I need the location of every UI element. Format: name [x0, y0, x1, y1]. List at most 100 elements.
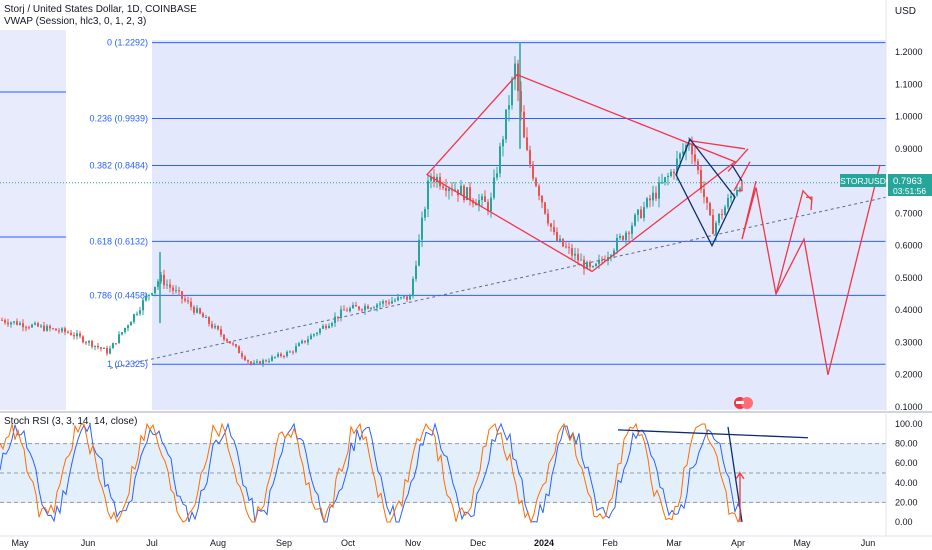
indicator-stoch-label[interactable]: Stoch RSI (3, 3, 14, 14, close): [4, 416, 138, 427]
candle-body: [250, 361, 252, 365]
candle-body: [124, 327, 126, 333]
candle-body: [631, 225, 633, 234]
fib-level-label: 0 (1.2292): [107, 38, 148, 48]
candle-body: [286, 351, 288, 357]
blue-pattern-outline: [675, 137, 736, 248]
candles: [1, 42, 741, 367]
time-tick-label: Dec: [470, 538, 487, 548]
candle-body: [400, 297, 402, 299]
indicator-vwap-label[interactable]: VWAP (Session, hlc3, 0, 1, 2, 3): [4, 16, 147, 27]
candle-body: [91, 341, 93, 347]
candle-body: [148, 294, 150, 297]
candle-body: [634, 214, 636, 226]
candle-body: [712, 215, 714, 234]
candle-body: [520, 91, 522, 112]
fib-retracement-zone: [152, 40, 886, 410]
candle-body: [682, 151, 684, 154]
candle-body: [739, 188, 741, 190]
flag-events-icon[interactable]: [734, 397, 753, 409]
candle-body: [529, 149, 531, 165]
candle-body: [79, 333, 81, 337]
candle-body: [331, 323, 333, 326]
candle-body: [583, 259, 585, 269]
price-tick-label: 0.3000: [895, 337, 923, 347]
candle-body: [106, 347, 108, 354]
candle-body: [136, 313, 138, 315]
candle-body: [16, 321, 18, 325]
candle-body: [292, 351, 294, 353]
candle-body: [586, 262, 588, 269]
symbol-badge-bg: [840, 174, 886, 187]
price-tick-label: 0.2000: [895, 370, 923, 380]
candle-body: [466, 187, 468, 201]
candle-body: [568, 247, 570, 249]
candle-body: [544, 202, 546, 214]
candle-body: [10, 322, 12, 325]
candle-body: [622, 236, 624, 240]
candle-body: [670, 171, 672, 176]
candle-body: [394, 300, 396, 302]
symbol-title[interactable]: Storj / United States Dollar, 1D, COINBA…: [4, 4, 197, 15]
candle-body: [4, 320, 6, 323]
candle-body: [28, 327, 30, 329]
candle-body: [193, 306, 195, 313]
candle-body: [727, 198, 729, 208]
time-tick-label: May: [11, 538, 29, 548]
candle-body: [352, 305, 354, 309]
price-axis[interactable]: 1.20001.10001.00000.90000.80000.70000.60…: [895, 47, 923, 412]
candle-body: [328, 325, 330, 329]
candle-body: [61, 328, 63, 332]
candle-body: [256, 361, 258, 363]
candle-body: [679, 153, 681, 159]
candle-body: [673, 171, 675, 174]
price-tick-label: 0.4000: [895, 305, 923, 315]
stoch-arrow-head: [735, 472, 741, 480]
time-tick-label: Jun: [81, 538, 96, 548]
candle-body: [355, 305, 357, 307]
candle-body: [403, 296, 405, 298]
candle-body: [259, 361, 261, 365]
candle-body: [391, 301, 393, 304]
time-axis[interactable]: May Jun Jul Aug Sep Oct Nov Dec 2024 Feb Mar Apr May…: [11, 538, 875, 548]
candle-body: [667, 175, 669, 178]
candle-body: [649, 198, 651, 201]
candle-body: [430, 176, 432, 181]
candle-body: [478, 200, 480, 206]
price-tick-label: 1.2000: [895, 47, 923, 57]
candle-body: [169, 284, 171, 288]
candle-body: [274, 356, 276, 358]
candle-body: [505, 109, 507, 140]
stoch-tick-label: 20.00: [895, 497, 918, 507]
stoch-axis[interactable]: 100.00 80.00 60.00 40.00 20.00 0.00: [895, 419, 923, 527]
time-tick-label: Mar: [666, 538, 682, 548]
candle-body: [205, 317, 207, 319]
fib-level-label: 0.382 (0.8484): [89, 160, 148, 170]
candle-body: [526, 137, 528, 150]
price-tick-label: 1.0000: [895, 112, 923, 122]
candle-body: [103, 347, 105, 349]
candle-body: [202, 313, 204, 318]
candle-body: [112, 343, 114, 349]
candle-body: [262, 360, 264, 365]
candle-body: [109, 348, 111, 354]
candle-body: [196, 308, 198, 313]
fib-level-label: 0.786 (0.4458): [89, 290, 148, 300]
stoch-tick-label: 40.00: [895, 478, 918, 488]
candle-body: [127, 325, 129, 328]
currency-label[interactable]: USD: [894, 6, 916, 17]
candle-body: [469, 187, 471, 201]
stoch-rsi-lines: [0, 422, 886, 524]
candle-body: [559, 238, 561, 241]
candle-body: [715, 222, 717, 234]
candle-body: [496, 173, 498, 178]
candle-body: [574, 253, 576, 256]
stoch-k-line: [0, 422, 742, 523]
candle-body: [379, 303, 381, 305]
candle-body: [34, 323, 36, 325]
channel-line-b: [733, 161, 751, 192]
candle-body: [628, 232, 630, 234]
candle-body: [484, 196, 486, 202]
candle-body: [217, 325, 219, 330]
stoch-d-line: [0, 422, 742, 524]
